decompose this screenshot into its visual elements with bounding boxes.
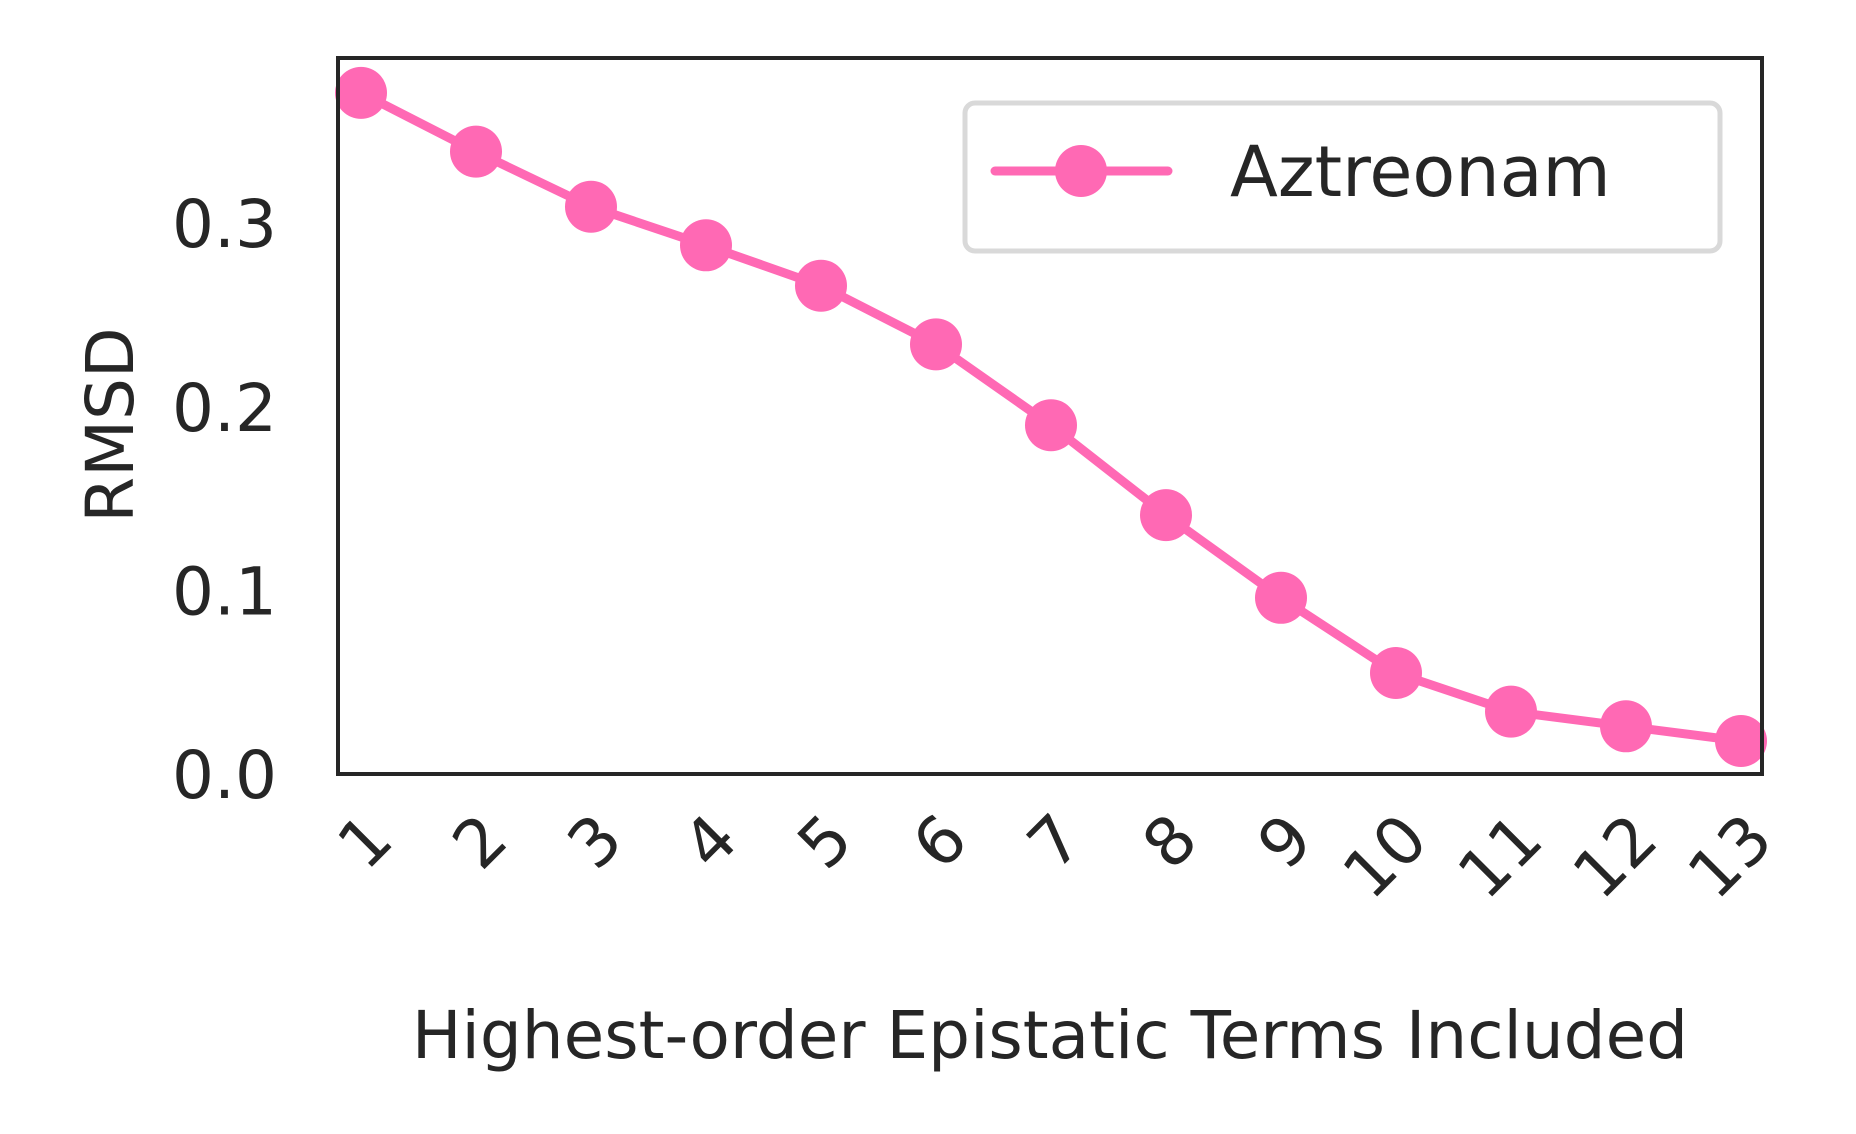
data-point (1140, 489, 1192, 542)
data-point (565, 180, 617, 233)
x-tick-label: 2 (438, 800, 522, 884)
data-point (910, 318, 962, 371)
data-point (795, 259, 847, 312)
series-layer (335, 66, 1767, 767)
data-point (1485, 685, 1537, 738)
data-point (335, 66, 387, 119)
data-point (450, 125, 502, 178)
data-point (1370, 647, 1422, 699)
data-point (1600, 700, 1652, 753)
data-point (1255, 571, 1307, 624)
legend-entry-label: Aztreonam (1230, 131, 1611, 213)
x-tick-label: 13 (1673, 800, 1787, 914)
x-tick-label: 3 (553, 800, 637, 884)
data-point (1025, 399, 1077, 452)
x-tick-label: 9 (1243, 800, 1327, 884)
x-tick-label: 11 (1443, 800, 1557, 914)
y-tick-label: 0.3 (172, 186, 277, 263)
legend-box (962, 100, 1723, 254)
y-tick-label: 0.1 (172, 553, 277, 630)
x-tick-label: 4 (668, 800, 752, 884)
legend-marker-swatch (1055, 145, 1107, 197)
y-axis-label: RMSD (72, 327, 149, 523)
x-tick-label: 10 (1328, 800, 1442, 914)
x-tick-label: 5 (783, 800, 867, 884)
legend: Aztreonam (962, 100, 1723, 254)
x-tick-label: 1 (323, 800, 407, 884)
x-tick-label: 8 (1128, 800, 1212, 884)
y-tick-label: 0.2 (172, 370, 277, 447)
y-tick-label: 0.0 (172, 737, 277, 814)
x-tick-label: 7 (1013, 800, 1097, 884)
plot-frame (336, 56, 1764, 776)
x-tick-labels: 1 2 3 4 5 6 7 8 9 10 11 12 13 (323, 800, 1787, 914)
x-axis-label: Highest-order Epistatic Terms Included (412, 997, 1688, 1074)
x-tick-label: 12 (1558, 800, 1672, 914)
x-tick-label: 6 (898, 800, 982, 884)
data-point (1715, 715, 1767, 767)
data-point (680, 219, 732, 272)
y-tick-labels: 0.0 0.1 0.2 0.3 (172, 186, 277, 814)
